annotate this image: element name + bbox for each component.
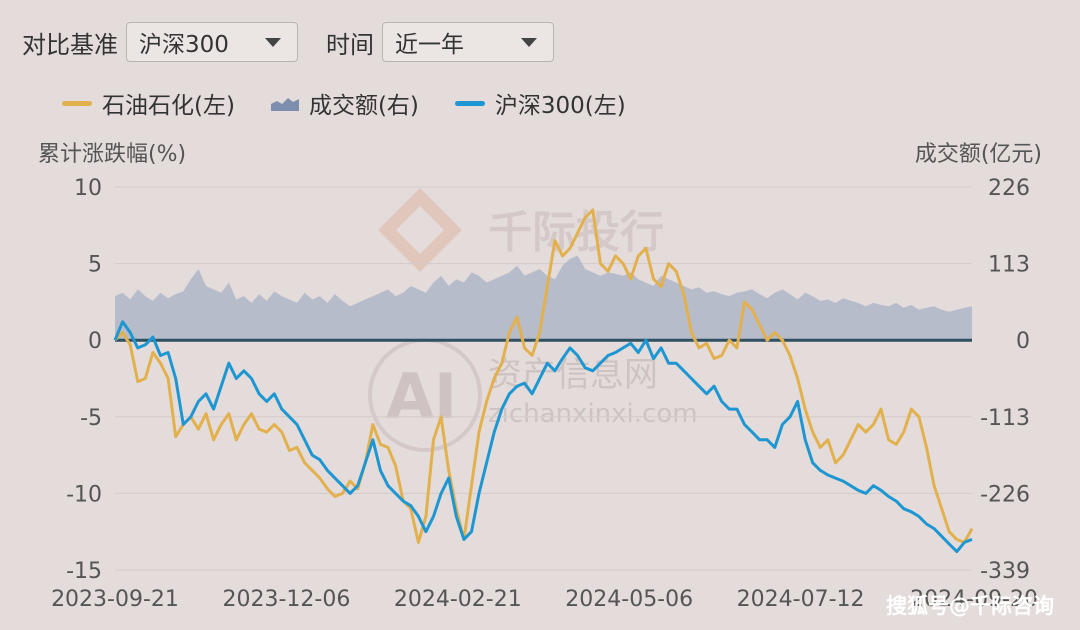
benchmark-value: 沪深300 <box>139 32 229 58</box>
period-select[interactable]: 近一年 <box>382 22 554 62</box>
legend-label-stock: 石油石化(左) <box>102 93 235 119</box>
right-axis-ticks: 226 113 0 -113 -226 -339 <box>980 176 1030 584</box>
source-credit: 搜狐号@千际咨询 <box>886 594 1054 618</box>
legend-item-index[interactable]: 沪深300(左) <box>454 86 626 120</box>
period-label: 时间 <box>326 30 374 59</box>
benchmark-label: 对比基准 <box>22 30 118 59</box>
chevron-down-icon <box>521 37 537 47</box>
series-line-index <box>113 320 973 554</box>
right-tick-label: 0 <box>1016 329 1030 354</box>
watermark-ai: AI <box>386 360 457 433</box>
right-tick-label: -113 <box>980 406 1030 431</box>
area-chart-icon <box>270 98 299 111</box>
left-tick-label: -10 <box>66 482 102 507</box>
left-tick-label: 5 <box>88 253 102 278</box>
legend-item-volume[interactable]: 成交额(右) <box>270 86 419 120</box>
filter-bar: 对比基准 沪深300 时间 近一年 <box>22 20 582 64</box>
x-tick-label: 2024-02-21 <box>394 587 522 612</box>
legend-item-stock[interactable]: 石油石化(左) <box>62 86 235 120</box>
x-tick-label: 2024-09-20 <box>910 587 1038 612</box>
right-axis-title: 成交额(亿元) <box>914 142 1042 167</box>
period-value: 近一年 <box>395 32 464 58</box>
right-tick-label: 113 <box>988 253 1030 278</box>
watermark-site-url: zichanxinxi.com <box>488 399 698 429</box>
watermark-mid: AI 资产信息网 zichanxinxi.com <box>368 338 698 452</box>
legend-swatch-index <box>454 100 485 106</box>
right-tick-label: -339 <box>980 559 1030 584</box>
x-tick-label: 2023-12-06 <box>222 587 350 612</box>
left-tick-label: 10 <box>74 176 102 201</box>
left-axis-title: 累计涨跌幅(%) <box>38 142 187 167</box>
benchmark-select[interactable]: 沪深300 <box>126 22 298 62</box>
watermark-top: 千际投行 <box>378 188 664 272</box>
left-tick-label: -5 <box>80 406 102 431</box>
legend-label-volume: 成交额(右) <box>308 93 419 119</box>
series-line-stock <box>113 208 974 544</box>
chart-legend: 石油石化(左) 成交额(右) 沪深300(左) <box>62 86 662 120</box>
right-tick-label: 226 <box>988 176 1030 201</box>
left-tick-label: -15 <box>66 559 102 584</box>
volume-area <box>115 255 972 341</box>
left-tick-label: 0 <box>88 329 102 354</box>
chevron-down-icon <box>265 37 281 47</box>
watermark-brand: 千际投行 <box>488 207 664 258</box>
legend-label-index: 沪深300(左) <box>494 93 626 119</box>
x-axis-ticks: 2023-09-21 2023-12-06 2024-02-21 2024-05-06… <box>51 587 1038 612</box>
x-tick-label: 2024-07-12 <box>737 587 865 612</box>
x-tick-label: 2024-05-06 <box>565 587 693 612</box>
left-axis-ticks: 10 5 0 -5 -10 -15 <box>66 176 102 584</box>
x-tick-label: 2023-09-21 <box>51 587 179 612</box>
legend-swatch-stock <box>62 100 92 106</box>
right-tick-label: -226 <box>980 482 1030 507</box>
